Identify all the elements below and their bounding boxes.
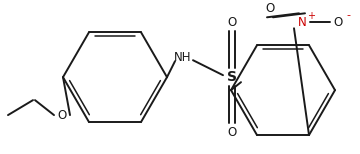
Text: S: S bbox=[227, 70, 237, 84]
Text: -: - bbox=[346, 10, 350, 20]
Text: +: + bbox=[307, 11, 315, 21]
Text: N: N bbox=[298, 16, 306, 29]
Text: O: O bbox=[265, 2, 275, 15]
Text: O: O bbox=[333, 16, 343, 29]
Text: NH: NH bbox=[174, 51, 192, 64]
Text: O: O bbox=[57, 109, 67, 122]
Text: O: O bbox=[228, 126, 237, 139]
Text: O: O bbox=[228, 16, 237, 29]
